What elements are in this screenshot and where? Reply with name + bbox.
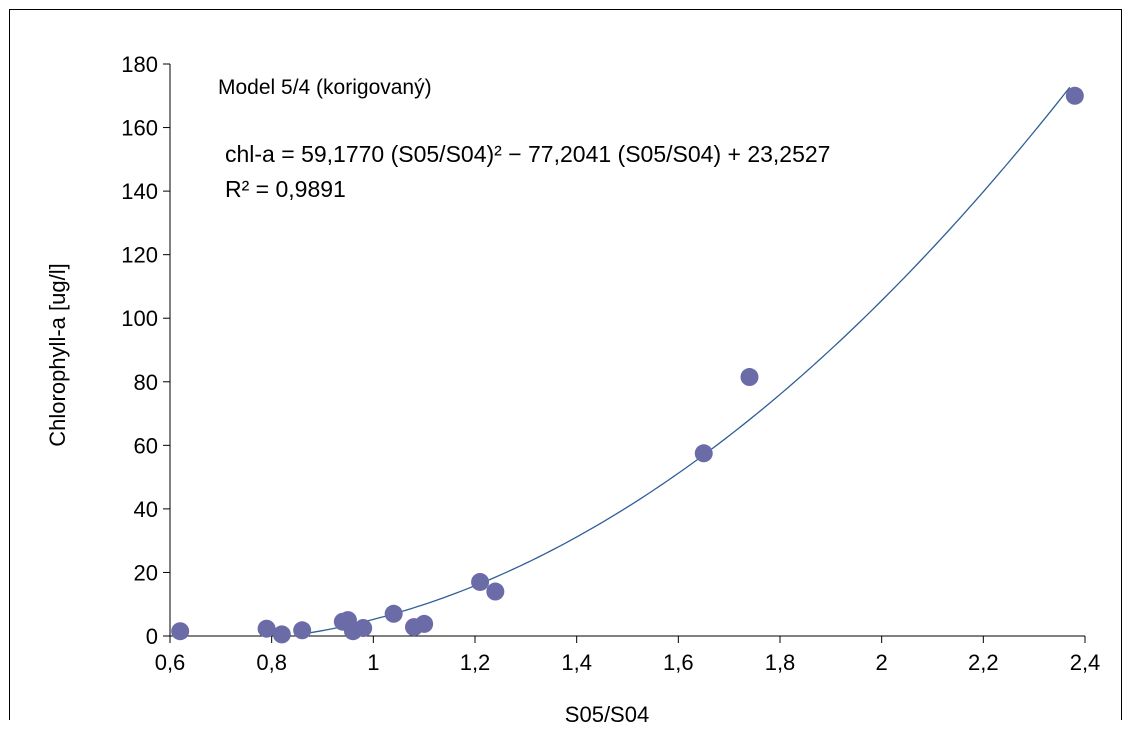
y-tick-label: 180: [121, 52, 158, 77]
y-tick-label: 60: [134, 433, 158, 458]
chart-frame: [9, 9, 1122, 720]
y-axis-title: Chlorophyll-a [ug/l]: [45, 263, 70, 446]
x-tick-label: 2: [876, 650, 888, 675]
x-tick-label: 2,4: [1070, 650, 1101, 675]
y-axis-ticks: 0 20 40 60 80 100 120 140 160 180: [121, 52, 170, 649]
axes: [169, 64, 1085, 637]
y-tick-label: 100: [121, 306, 158, 331]
x-axis-title: S05/S04: [565, 702, 649, 727]
data-point: [354, 619, 373, 638]
data-point: [293, 621, 312, 640]
data-point: [1065, 86, 1084, 105]
y-tick-label: 40: [134, 497, 158, 522]
data-point: [694, 444, 713, 463]
x-tick-label: 1,8: [765, 650, 796, 675]
trendline: [302, 86, 1071, 635]
y-tick-label: 80: [134, 370, 158, 395]
data-point: [257, 619, 276, 638]
data-point: [272, 625, 291, 644]
model-label: Model 5/4 (korigovaný): [218, 76, 432, 99]
y-tick-label: 140: [121, 179, 158, 204]
x-tick-label: 0,8: [256, 650, 287, 675]
data-points: [171, 86, 1084, 644]
x-axis-ticks: 0,6 0,8 1 1,2 1,4 1,6 1,8 2 2,2 2,4: [155, 636, 1101, 675]
y-tick-label: 0: [146, 624, 158, 649]
equation-label: chl-a = 59,1770 (S05/S04)² − 77,2041 (S0…: [225, 141, 830, 167]
data-point: [415, 614, 434, 633]
x-tick-label: 0,6: [155, 650, 186, 675]
y-tick-label: 160: [121, 116, 158, 141]
data-point: [471, 572, 490, 591]
r-squared-label: R² = 0,9891: [225, 176, 346, 202]
y-tick-label: 20: [134, 560, 158, 585]
x-tick-label: 1,4: [561, 650, 592, 675]
x-tick-label: 1: [367, 650, 379, 675]
x-tick-label: 1,2: [460, 650, 491, 675]
x-tick-label: 2,2: [968, 650, 999, 675]
data-point: [486, 582, 505, 601]
data-point: [384, 604, 403, 623]
x-tick-label: 1,6: [663, 650, 694, 675]
data-point: [740, 368, 759, 387]
data-point: [171, 622, 190, 641]
y-tick-label: 120: [121, 243, 158, 268]
